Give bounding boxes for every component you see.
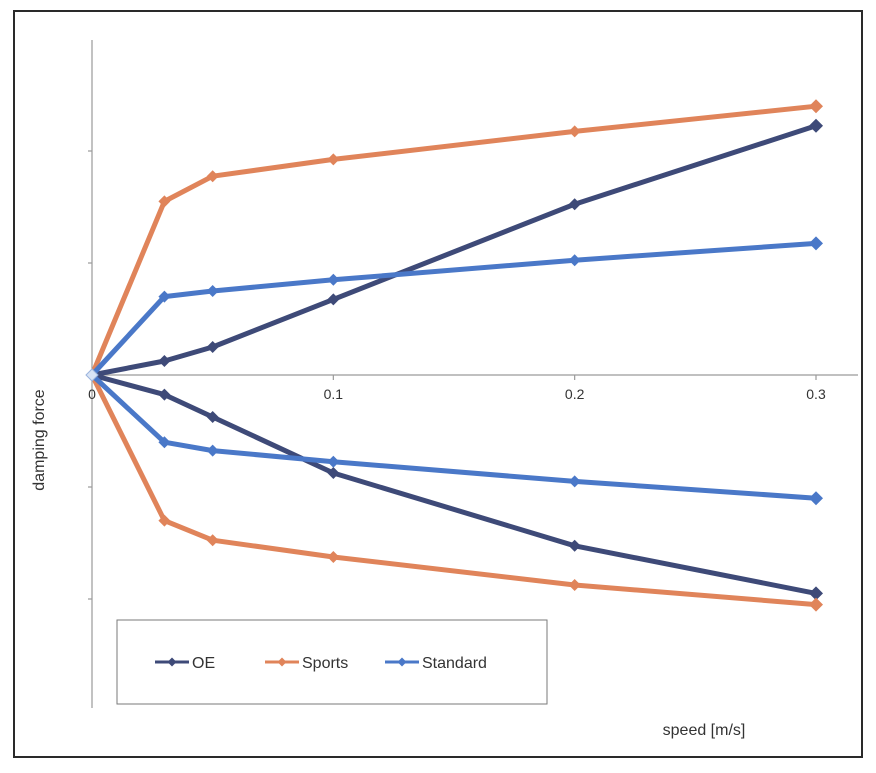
oe-point bbox=[158, 388, 171, 401]
series-layer bbox=[85, 99, 823, 612]
x-axis-label: speed [m/s] bbox=[663, 722, 746, 739]
oe-point bbox=[158, 355, 171, 367]
sports-line-lower bbox=[89, 372, 819, 608]
oe-point bbox=[206, 341, 219, 353]
oe-point bbox=[568, 198, 581, 211]
oe-line-upper bbox=[89, 123, 819, 378]
legend-label: OE bbox=[192, 655, 215, 672]
series-sports bbox=[86, 99, 823, 612]
standard-point bbox=[568, 254, 581, 267]
standard-point bbox=[327, 273, 340, 286]
sports-point bbox=[809, 99, 823, 114]
legend-swatch-marker bbox=[397, 657, 407, 667]
sports-point bbox=[568, 579, 581, 591]
standard-point bbox=[809, 491, 823, 506]
x-tick-label: 0.2 bbox=[565, 386, 585, 402]
standard-point bbox=[327, 455, 340, 468]
y-ticks bbox=[88, 150, 92, 600]
standard-point bbox=[809, 236, 823, 251]
legend-label: Standard bbox=[422, 655, 487, 672]
oe-point bbox=[568, 539, 581, 552]
standard-point bbox=[206, 285, 219, 297]
x-ticks: 0 0.1 0.2 0.3 bbox=[88, 375, 826, 402]
sports-point bbox=[206, 534, 219, 547]
legend-swatch-marker bbox=[167, 657, 177, 667]
legend-label: Sports bbox=[302, 655, 348, 672]
legend-item-sports: Sports bbox=[265, 655, 348, 672]
sports-point bbox=[568, 125, 581, 138]
oe-point bbox=[327, 293, 340, 306]
x-tick-label: 0.3 bbox=[806, 386, 826, 402]
legend: OE Sports Standard bbox=[116, 619, 548, 705]
legend-item-standard: Standard bbox=[385, 655, 487, 672]
sports-point bbox=[327, 153, 340, 166]
oe-point bbox=[327, 467, 340, 479]
standard-point bbox=[568, 475, 581, 488]
sports-point bbox=[809, 597, 823, 612]
sports-line-upper bbox=[89, 103, 819, 378]
standard-line-upper bbox=[89, 240, 819, 378]
oe-point bbox=[809, 586, 823, 601]
standard-line-lower bbox=[89, 372, 819, 501]
x-tick-label: 0 bbox=[88, 386, 96, 402]
y-axis-label: damping force bbox=[31, 389, 48, 490]
sports-point bbox=[158, 195, 171, 208]
sports-point bbox=[206, 170, 219, 183]
x-tick-label: 0.1 bbox=[324, 386, 344, 402]
oe-point bbox=[809, 118, 823, 133]
standard-point bbox=[158, 290, 171, 303]
origin-point bbox=[85, 368, 99, 382]
standard-point bbox=[158, 436, 171, 449]
standard-point bbox=[206, 444, 219, 457]
legend-item-oe: OE bbox=[155, 655, 215, 672]
series-oe bbox=[86, 118, 823, 601]
sports-point bbox=[327, 551, 340, 563]
sports-point bbox=[158, 514, 171, 527]
legend-swatch-marker bbox=[277, 657, 287, 667]
oe-line-lower bbox=[89, 372, 819, 596]
oe-point bbox=[206, 411, 219, 423]
